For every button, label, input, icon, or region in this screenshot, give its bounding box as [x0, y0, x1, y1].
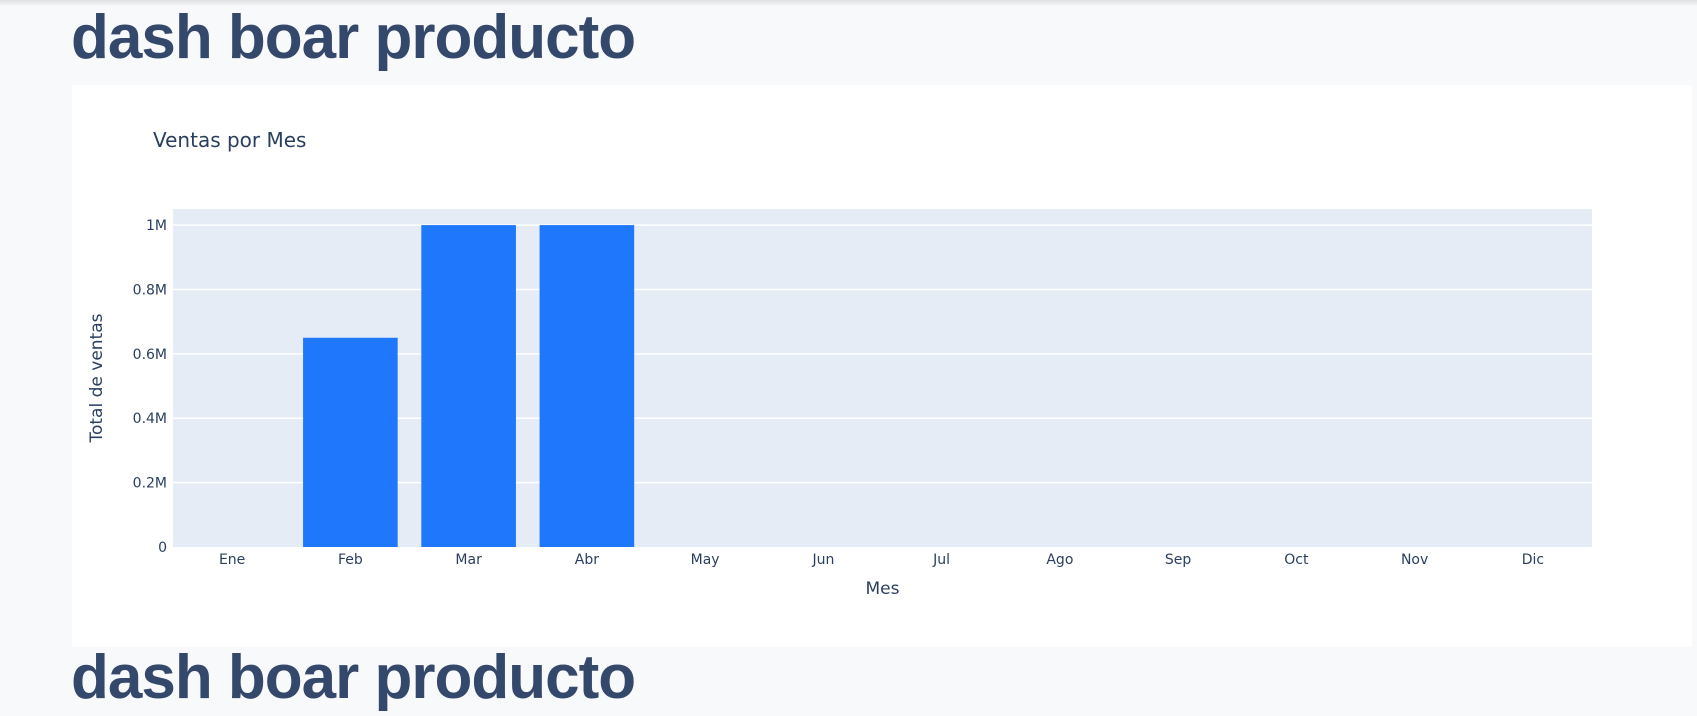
x-axis-title: Mes — [866, 579, 900, 599]
bar-abr[interactable] — [539, 225, 635, 547]
y-tick-label: 0.8M — [133, 282, 167, 298]
chart-title: Ventas por Mes — [153, 128, 306, 152]
y-tick-label: 0.4M — [133, 411, 167, 427]
page-title: dash boar producto — [71, 3, 636, 72]
x-tick-label: Ene — [219, 552, 245, 568]
y-axis-title: Total de ventas — [87, 313, 107, 443]
chart-card: Ventas por Mes 0 0.2M 0.4M 0.6M 0.8M 1M Ene Fe… — [72, 85, 1692, 647]
x-tick-label: Jun — [811, 552, 834, 568]
bar-chart: Ventas por Mes 0 0.2M 0.4M 0.6M 0.8M 1M Ene Fe… — [87, 128, 1592, 599]
x-tick-label: Nov — [1401, 552, 1428, 568]
x-tick-label: Jul — [932, 552, 950, 568]
x-tick-label: Oct — [1284, 552, 1309, 568]
y-tick-label: 0.2M — [133, 476, 167, 492]
x-tick-label: Ago — [1046, 552, 1073, 568]
x-tick-label: Mar — [455, 552, 482, 568]
y-tick-label: 1M — [146, 218, 167, 234]
gridlines — [173, 224, 1592, 484]
y-axis-ticks: 0 0.2M 0.4M 0.6M 0.8M 1M — [133, 218, 167, 556]
second-page-title: dash boar producto — [71, 643, 636, 712]
x-tick-label: May — [691, 552, 720, 568]
x-tick-label: Dic — [1522, 552, 1544, 568]
y-tick-label: 0.6M — [133, 347, 167, 363]
bar-mar[interactable] — [421, 225, 516, 547]
y-tick-label: 0 — [158, 540, 167, 556]
bar-feb[interactable] — [303, 337, 398, 547]
bars — [303, 225, 635, 547]
plot-area — [173, 209, 1592, 547]
top-shadow — [0, 0, 1697, 6]
x-tick-label: Feb — [338, 552, 363, 568]
x-tick-label: Sep — [1165, 552, 1192, 568]
x-axis-ticks: Ene Feb Mar Abr May Jun Jul Ago Sep Oct Nov Dic — [219, 552, 1544, 568]
x-tick-label: Abr — [575, 552, 599, 568]
